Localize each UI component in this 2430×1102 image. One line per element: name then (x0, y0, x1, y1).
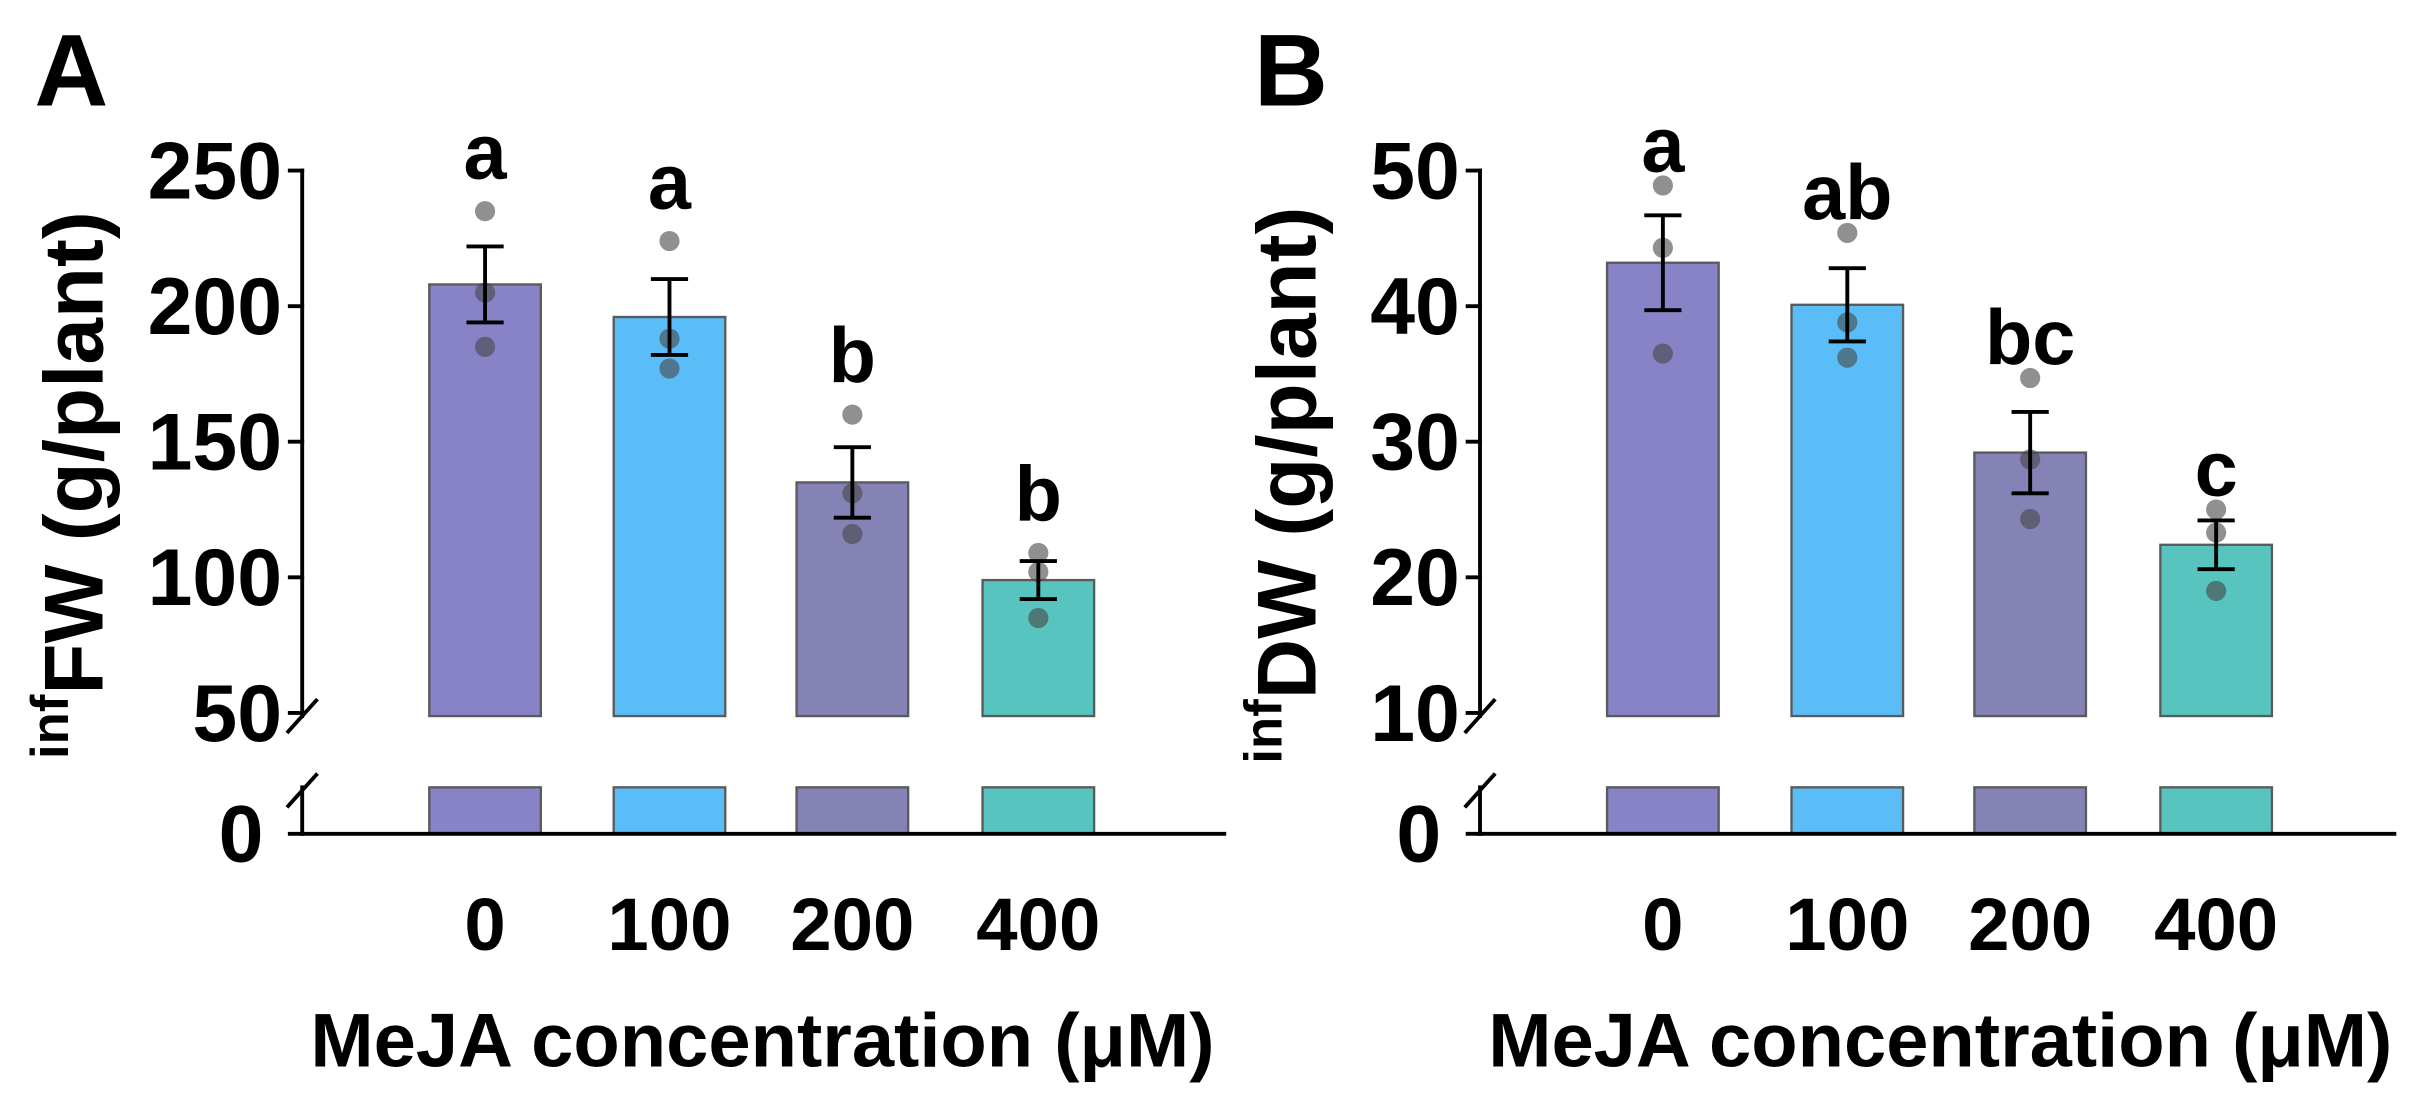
significance-letter: a (1641, 103, 1685, 189)
data-point (1652, 343, 1673, 364)
axis-break-mark (285, 772, 319, 809)
data-point (659, 358, 680, 379)
x-axis-label: MeJA concentration (μM) (1488, 998, 2392, 1083)
error-bar (1019, 559, 1057, 601)
y-axis-label: infFW (g/plant) (21, 211, 120, 759)
significance-letter: bc (1985, 295, 2075, 381)
panel-a: a a b b 50 100 150 200 250 0 0 100 200 400 MeJA concen… (21, 12, 1227, 1083)
data-point (1652, 175, 1673, 196)
data-point (474, 201, 496, 222)
y-tick-label: 150 (148, 398, 282, 488)
error-bar (833, 445, 871, 520)
significance-letter: a (648, 140, 692, 226)
data-point (2206, 499, 2227, 520)
bar-100 (612, 315, 727, 718)
bar-lower-segment (2159, 786, 2274, 835)
y-tick-label: 40 (1370, 262, 1460, 352)
significance-letter: b (1015, 451, 1062, 537)
x-tick-label: 200 (1968, 883, 2092, 966)
bar-lower-segment (1790, 786, 1905, 835)
data-point (2020, 508, 2041, 530)
y-axis-label-superscript: inf (1235, 699, 1294, 764)
x-tick-label: 100 (607, 883, 731, 966)
y-axis-label-main: DW (g/plant) (1240, 207, 1334, 700)
bar-lower-segment (1973, 786, 2088, 835)
y-tick-label: 250 (148, 126, 282, 216)
significance-letter: a (464, 110, 508, 196)
significance-letter: b (829, 313, 876, 399)
x-axis-label: MeJA concentration (μM) (310, 998, 1214, 1083)
bar-lower-segment (428, 786, 543, 835)
x-tick-label: 200 (790, 883, 914, 966)
error-bar (1828, 266, 1866, 344)
axis-break-mark (1463, 772, 1497, 809)
y-tick-label: 100 (148, 533, 282, 623)
bar-200 (1973, 451, 2088, 718)
y-axis-label: infDW (g/plant) (1235, 207, 1334, 764)
bar-100 (1790, 303, 1905, 718)
data-point (842, 404, 863, 425)
bar-lower-segment (612, 786, 727, 835)
y-tick-label: 20 (1370, 533, 1460, 623)
data-point (1028, 607, 1049, 629)
bar-400 (2159, 543, 2274, 718)
data-point (1837, 222, 1858, 243)
y-tick-label: 50 (1370, 126, 1460, 216)
x-tick-label: 400 (976, 883, 1100, 966)
x-tick-label: 400 (2154, 883, 2278, 966)
y-axis-label-superscript: inf (21, 694, 80, 759)
y-tick-label: 200 (148, 262, 282, 352)
axis-break-mark (1463, 697, 1497, 735)
error-bar (466, 244, 504, 325)
y-axis-label-main: FW (g/plant) (26, 211, 120, 694)
bar-0 (1605, 261, 1720, 718)
data-point (474, 336, 496, 357)
axis-break-mark (285, 697, 319, 735)
y-tick-label: 50 (192, 669, 282, 759)
bar-lower-segment (1605, 786, 1720, 835)
y-tick-label: 30 (1370, 398, 1460, 488)
data-point (842, 523, 863, 545)
error-bar (2197, 518, 2235, 572)
x-tick-label: 100 (1785, 883, 1909, 966)
significance-letter: ab (1802, 150, 1892, 236)
panel-label: B (1254, 12, 1328, 127)
y-tick-label: 10 (1370, 669, 1460, 759)
x-tick-label: 0 (464, 883, 505, 966)
data-point (2206, 580, 2227, 601)
panel-b: a ab bc c 10 20 30 40 50 0 0 100 200 400 MeJA concentr… (1235, 12, 2397, 1083)
bar-400 (981, 578, 1096, 718)
y-tick-label-zero: 0 (1396, 790, 1441, 880)
x-tick-label: 0 (1642, 883, 1683, 966)
significance-letter: c (2195, 427, 2238, 513)
y-tick-label-zero: 0 (219, 790, 264, 880)
error-bar (1644, 213, 1682, 313)
data-point (1028, 542, 1049, 564)
bar-lower-segment (795, 786, 910, 835)
error-bar (650, 277, 689, 357)
bar-lower-segment (981, 786, 1096, 835)
error-bar (2011, 409, 2049, 496)
data-point (1837, 347, 1858, 368)
panel-label: A (34, 12, 108, 127)
data-point (2020, 367, 2041, 389)
data-point (659, 230, 680, 252)
